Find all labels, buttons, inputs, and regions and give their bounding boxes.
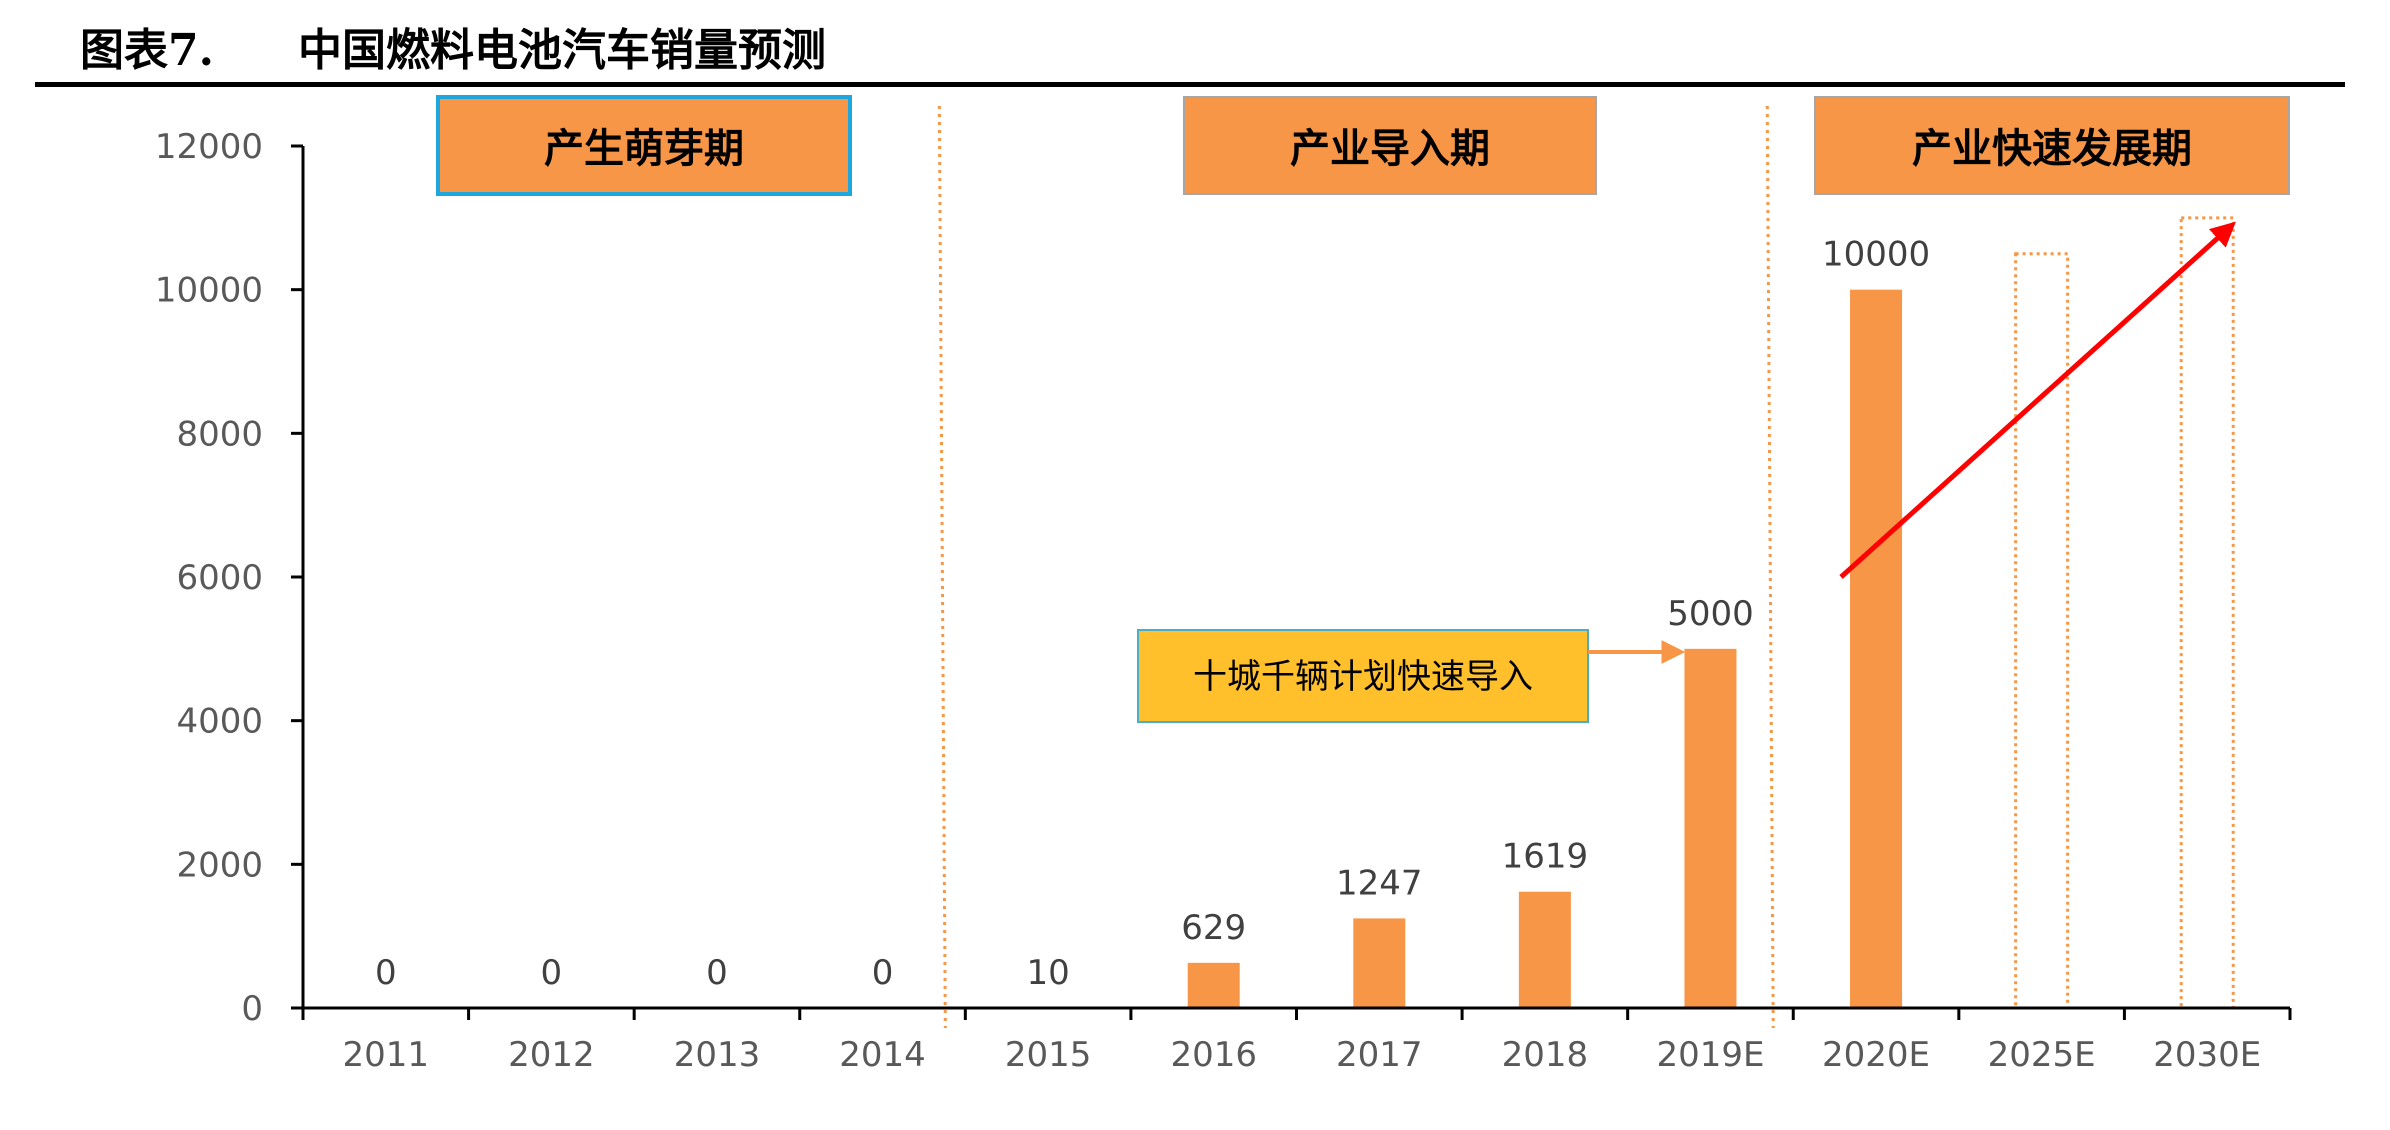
x-tick-label: 2013 [674, 1035, 761, 1075]
data-labels: 0 0 0 0 10 629 1247 1619 5000 10000 [375, 235, 1930, 993]
phase-label: 产业导入期 [1290, 125, 1490, 172]
data-label: 629 [1181, 908, 1246, 948]
phase-divider [1765, 105, 1775, 1029]
bar [1684, 648, 1737, 1008]
y-tick-label: 6000 [176, 558, 263, 598]
figure-header: 图表7. 中国燃料电池汽车销量预测 [0, 0, 2390, 95]
callout-box [1137, 629, 1589, 723]
data-label: 10000 [1822, 235, 1930, 275]
data-label: 0 [872, 953, 894, 993]
callout-label: 十城千辆计划快速导入 [1193, 657, 1533, 697]
bar [1353, 918, 1406, 1008]
phase-boxes: 产生萌芽期 产业导入期 产业快速发展期 [436, 95, 2290, 196]
x-tick-label: 2014 [839, 1035, 926, 1075]
phase-box [1814, 96, 2290, 195]
x-tick-label: 2019E [1656, 1035, 1764, 1075]
x-tick-label: 2030E [2153, 1035, 2261, 1075]
phase-box [436, 95, 852, 196]
x-tick-label: 2016 [1170, 1035, 1257, 1075]
x-tick-label: 2011 [343, 1035, 430, 1075]
phase-divider [937, 105, 947, 1029]
projected-placeholders [2014, 216, 2235, 1010]
phase-box [1183, 96, 1597, 195]
data-label: 1619 [1502, 837, 1589, 877]
data-label: 10 [1026, 953, 1069, 993]
callout: 十城千辆计划快速导入 [1137, 629, 1686, 723]
phase-dividers [937, 105, 1775, 1029]
y-tick-label: 0 [241, 989, 263, 1029]
y-tick-label: 2000 [176, 845, 263, 885]
y-tick-label: 12000 [155, 127, 263, 167]
y-tick-labels: 0 2000 4000 6000 8000 10000 12000 [155, 127, 263, 1029]
title-rule [35, 82, 2345, 87]
data-label: 1247 [1336, 863, 1423, 903]
data-label: 0 [541, 953, 563, 993]
bar [1518, 891, 1571, 1008]
figure-number: 图表7. [80, 25, 214, 76]
bar [1187, 962, 1240, 1008]
y-tick-label: 8000 [176, 414, 263, 454]
x-tick-label: 2012 [508, 1035, 595, 1075]
bar-series [1022, 289, 1903, 1009]
y-tick-label: 4000 [176, 702, 263, 742]
figure-title: 中国燃料电池汽车销量预测 [298, 25, 826, 76]
data-label: 0 [375, 953, 397, 993]
trend-arrow [1839, 221, 2236, 579]
phase-label: 产生萌芽期 [544, 125, 744, 172]
phase-label: 产业快速发展期 [1912, 125, 2192, 172]
x-tick-label: 2017 [1336, 1035, 1423, 1075]
axes [291, 144, 2292, 1020]
x-tick-label: 2018 [1502, 1035, 1589, 1075]
y-tick-label: 10000 [155, 271, 263, 311]
x-tick-label: 2025E [1988, 1035, 2096, 1075]
x-tick-label: 2015 [1005, 1035, 1092, 1075]
trend-arrow-line [1839, 221, 2236, 579]
data-label: 0 [706, 953, 728, 993]
x-tick-labels: 2011 2012 2013 2014 2015 2016 2017 2018 2019E 202… [343, 1035, 2262, 1075]
projected-bar-outline [2014, 252, 2070, 1010]
x-tick-label: 2020E [1822, 1035, 1930, 1075]
projected-bar-outline [2179, 216, 2235, 1010]
data-label: 5000 [1667, 594, 1754, 634]
bar [1850, 289, 1903, 1009]
